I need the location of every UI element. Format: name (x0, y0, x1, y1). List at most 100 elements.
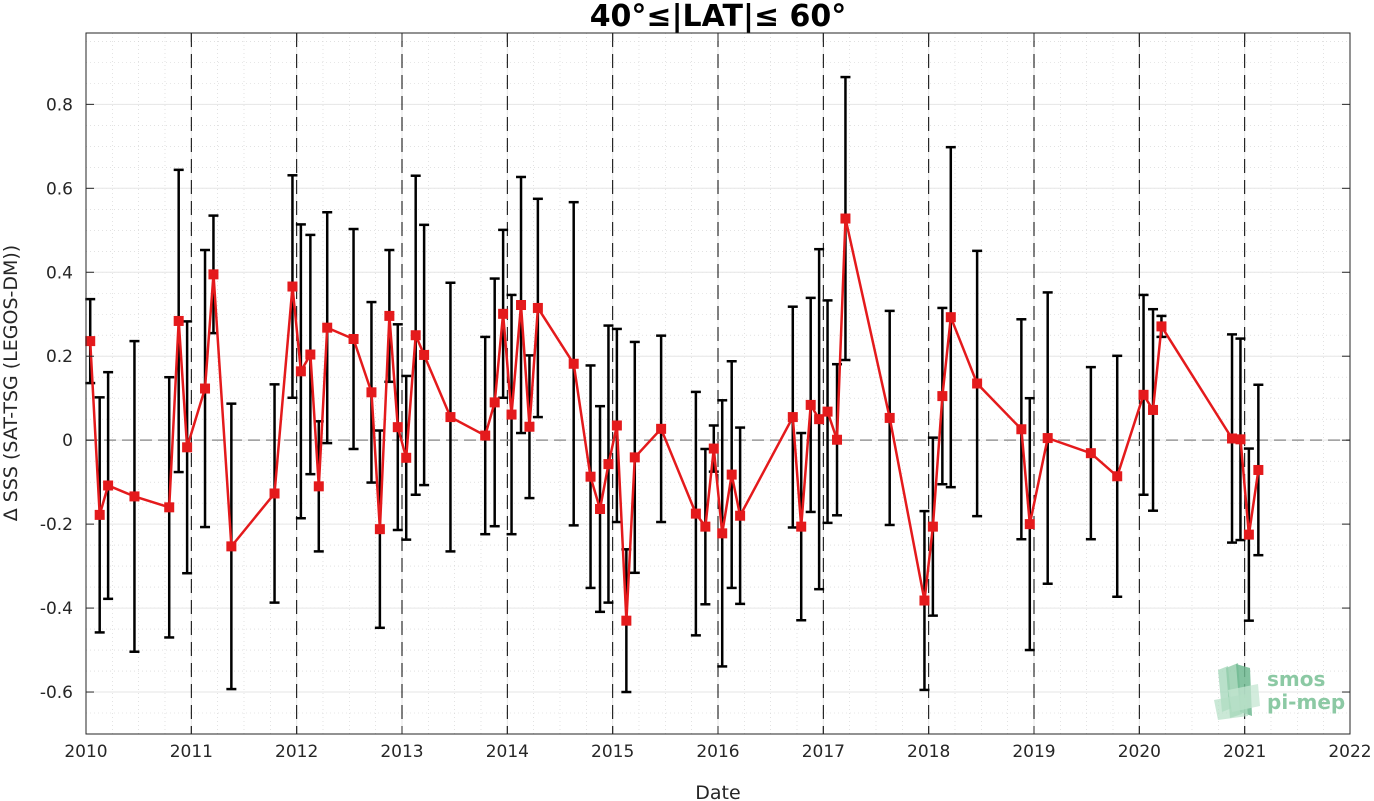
data-point (1042, 433, 1053, 444)
y-tick-label: -0.6 (40, 683, 73, 703)
data-point (832, 434, 843, 445)
data-point (384, 310, 395, 321)
data-point (1112, 471, 1123, 482)
year-dividers (190, 33, 1246, 734)
x-tick-label: 2017 (802, 742, 845, 762)
x-tick-label: 2010 (64, 742, 107, 762)
data-point (516, 300, 527, 311)
data-point (410, 330, 421, 341)
x-tick-label: 2022 (1328, 742, 1371, 762)
data-point (287, 281, 298, 292)
data-point (532, 302, 543, 313)
x-tick-label: 2018 (907, 742, 950, 762)
axis-ticks (85, 33, 1351, 734)
data-point (603, 459, 614, 470)
data-point (568, 358, 579, 369)
data-point (1227, 433, 1238, 444)
data-point (305, 349, 316, 360)
data-point (1024, 519, 1035, 530)
y-tick-label: 0.8 (46, 95, 73, 115)
y-tick-label: 0.6 (46, 179, 73, 199)
data-point (700, 521, 711, 532)
data-point (498, 308, 509, 319)
data-point (690, 508, 701, 519)
data-point (269, 488, 280, 499)
smos-pi-mep-logo: smos pi-mep (1214, 663, 1345, 720)
data-point (937, 391, 948, 402)
data-point (656, 423, 667, 434)
data-point (226, 541, 237, 552)
x-tick-label: 2015 (591, 742, 634, 762)
chart-title: 40°≤|LAT|≤ 60° (590, 0, 847, 34)
data-point (322, 322, 333, 333)
data-point (1235, 434, 1246, 445)
data-point (629, 452, 640, 463)
data-point (392, 422, 403, 433)
data-point (1016, 424, 1027, 435)
data-point (919, 595, 930, 606)
data-point (1138, 389, 1149, 400)
data-point (480, 430, 491, 441)
x-axis-label: Date (695, 782, 740, 801)
logo-text-line2: pi-mep (1267, 690, 1345, 714)
data-point (129, 491, 140, 502)
data-point (85, 336, 96, 347)
data-point (945, 312, 956, 323)
data-point (1243, 529, 1254, 540)
x-tick-labels: 2010 2011 2012 2013 2014 2015 2016 2017 2018 2019… (64, 742, 1371, 762)
data-point (313, 481, 324, 492)
data-point (348, 334, 359, 345)
data-point (1085, 448, 1096, 459)
x-tick-label: 2012 (275, 742, 318, 762)
data-point (164, 502, 175, 513)
data-point (840, 213, 851, 224)
data-point (611, 420, 622, 431)
x-tick-label: 2014 (486, 742, 529, 762)
data-point (708, 443, 719, 454)
data-point (585, 471, 596, 482)
logo-text-line1: smos (1267, 667, 1325, 691)
data-point (595, 504, 606, 515)
data-point (366, 387, 377, 398)
data-point (295, 366, 306, 377)
data-point (726, 469, 737, 480)
y-axis-label: Δ SSS (SAT-TSG (LEGOS-DM)) (0, 245, 22, 521)
data-point (103, 480, 114, 491)
data-point (94, 509, 105, 520)
data-point (445, 412, 456, 423)
data-point (787, 412, 798, 423)
y-tick-labels: -0.6 -0.4 -0.2 0 0.2 0.4 0.6 0.8 (40, 95, 73, 703)
data-point (927, 521, 938, 532)
data-point (419, 349, 430, 360)
x-tick-label: 2021 (1223, 742, 1266, 762)
data-point (621, 615, 632, 626)
data-point (735, 510, 746, 521)
series-markers (85, 213, 1264, 626)
data-point (1148, 404, 1159, 415)
data-point (1156, 321, 1167, 332)
data-point (524, 421, 535, 432)
data-point (401, 452, 412, 463)
data-point (814, 414, 825, 425)
data-point (884, 412, 895, 423)
y-tick-label: 0.2 (46, 347, 73, 367)
data-point (822, 406, 833, 417)
y-tick-label: -0.4 (40, 599, 73, 619)
x-tick-label: 2013 (380, 742, 423, 762)
data-point (1253, 464, 1264, 475)
x-tick-label: 2020 (1118, 742, 1161, 762)
data-point (374, 524, 385, 535)
data-point (208, 269, 219, 280)
data-point (182, 442, 193, 453)
data-point (173, 315, 184, 326)
logo-mark-icon (1214, 663, 1260, 720)
y-tick-label: -0.2 (40, 515, 73, 535)
data-point (489, 397, 500, 408)
data-point (717, 528, 728, 539)
x-tick-label: 2019 (1012, 742, 1055, 762)
data-point (506, 409, 517, 420)
data-point (972, 378, 983, 389)
data-point (200, 383, 211, 394)
x-tick-label: 2011 (170, 742, 213, 762)
